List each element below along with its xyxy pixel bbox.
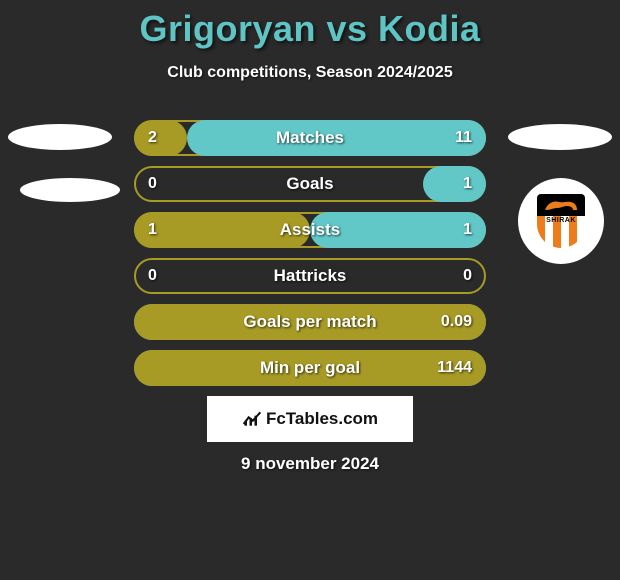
- cat-icon: [543, 196, 579, 212]
- right-club-logo: SHIRAK: [518, 178, 604, 264]
- stat-row: 2Matches11: [134, 120, 486, 156]
- right-player-avatar-placeholder: [508, 124, 612, 150]
- left-player-avatar-placeholder-2: [20, 178, 120, 202]
- brand-text: FcTables.com: [266, 409, 378, 429]
- stat-label: Hattricks: [134, 258, 486, 294]
- stat-row: 1Assists1: [134, 212, 486, 248]
- stat-row: 0Hattricks0: [134, 258, 486, 294]
- page-subtitle: Club competitions, Season 2024/2025: [0, 64, 620, 82]
- stat-row: Min per goal1144: [134, 350, 486, 386]
- stat-row: 0Goals1: [134, 166, 486, 202]
- stat-value-right: 1: [463, 212, 472, 248]
- stat-label: Matches: [134, 120, 486, 156]
- stat-value-right: 0.09: [441, 304, 472, 340]
- brand-badge: FcTables.com: [207, 396, 413, 442]
- shield-icon: SHIRAK: [537, 194, 585, 248]
- stat-row: Goals per match0.09: [134, 304, 486, 340]
- stat-label: Min per goal: [134, 350, 486, 386]
- stat-label: Goals per match: [134, 304, 486, 340]
- date-text: 9 november 2024: [0, 454, 620, 474]
- stat-label: Assists: [134, 212, 486, 248]
- stat-label: Goals: [134, 166, 486, 202]
- stat-bars: 2Matches110Goals11Assists10Hattricks0Goa…: [134, 120, 486, 396]
- chart-icon: [242, 409, 262, 429]
- left-player-avatar-placeholder-1: [8, 124, 112, 150]
- stat-value-right: 1: [463, 166, 472, 202]
- page-title: Grigoryan vs Kodia: [0, 0, 620, 50]
- stat-value-right: 0: [463, 258, 472, 294]
- stat-value-right: 11: [455, 120, 472, 156]
- club-logo-label: SHIRAK: [537, 217, 585, 224]
- stat-value-right: 1144: [437, 350, 472, 386]
